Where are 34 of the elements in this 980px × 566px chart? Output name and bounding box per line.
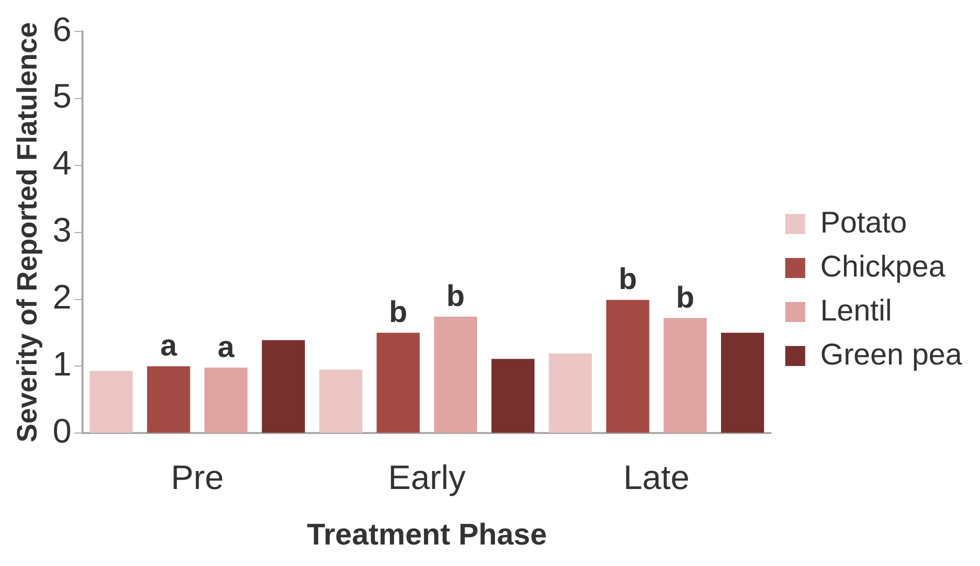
data-label: a [218,330,235,364]
x-tick-label: Early [388,458,466,497]
bar [147,366,190,433]
bar [204,368,248,433]
y-tick-label: 6 [52,10,72,49]
y-axis-title: Severity of Reported Flatulence [12,22,43,442]
bar [606,300,650,433]
legend-label: Potato [820,206,907,240]
legend-label: Green pea [820,338,962,372]
x-tick-label: Late [623,458,690,497]
data-label: b [446,280,465,313]
y-tick-label: 0 [52,412,72,451]
data-label: b [676,281,694,314]
bar [319,370,362,433]
data-label: b [389,296,408,330]
x-tick-label: Pre [170,458,224,497]
bar [664,318,707,433]
bar [491,358,534,433]
legend-label: Chickpea [820,250,946,284]
bar [721,332,764,433]
legend-label: Lentil [820,294,892,328]
x-axis-title: Treatment Phase [306,518,547,552]
bar [262,340,305,433]
y-tick-label: 3 [52,212,72,250]
bar [90,370,133,433]
bar [376,332,420,433]
y-tick-label: 1 [52,346,72,384]
y-tick-label: 2 [52,278,72,317]
data-label: b [618,263,637,296]
y-tick-label: 4 [52,144,72,183]
bar [548,354,592,433]
data-label: a [160,330,178,362]
y-tick-label: 5 [52,78,72,116]
bar [434,316,478,433]
